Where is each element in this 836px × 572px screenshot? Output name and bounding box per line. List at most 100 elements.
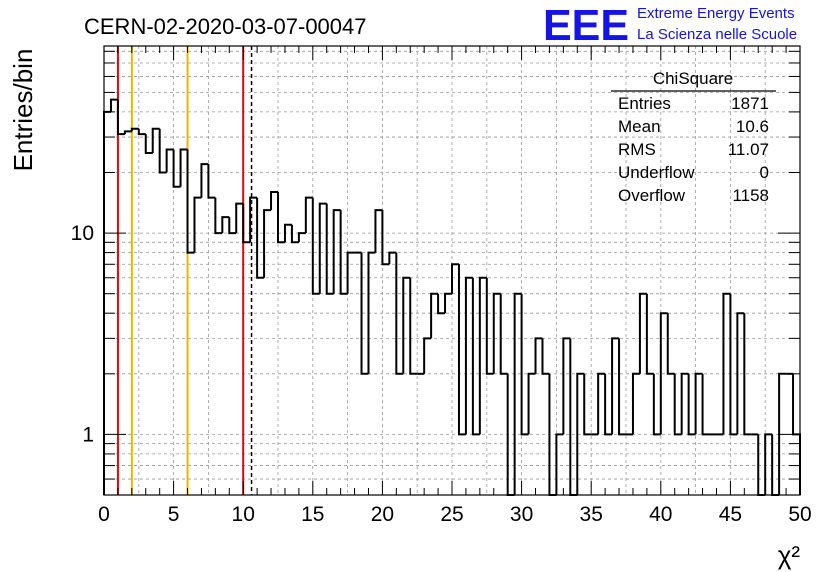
histogram-bin (471, 277, 480, 436)
stats-row-value: 1158 (732, 186, 769, 205)
histogram-bin (402, 276, 411, 374)
histogram-bin (743, 313, 752, 436)
axis-ticks (103, 46, 801, 495)
histogram-bin (186, 149, 195, 254)
stats-row-label: Underflow (618, 163, 695, 182)
histogram-bin (729, 293, 738, 436)
histogram-bin (499, 293, 508, 375)
histogram-bin (638, 292, 647, 374)
histogram-bin (430, 292, 439, 339)
histogram-bin (694, 372, 703, 435)
histogram-bin (221, 216, 230, 234)
histogram-bin (451, 263, 459, 294)
stats-title: ChiSquare (653, 69, 733, 88)
stats-row-value: 11.07 (728, 140, 769, 159)
histogram-bin (680, 372, 689, 435)
stats-row-value: 10.6 (736, 117, 769, 136)
x-tick-label: 15 (301, 503, 324, 526)
histogram-bin (123, 130, 132, 135)
histogram-bin (207, 164, 216, 199)
histogram-bin (263, 209, 272, 278)
eee-logo-line1: Extreme Energy Events (637, 5, 795, 22)
histogram-bin (346, 251, 355, 294)
histogram-bin (283, 223, 292, 243)
histogram-bin (242, 203, 251, 244)
histogram-bin (151, 127, 160, 153)
histogram-bin (485, 277, 494, 375)
eee-logo-mark: EEE (543, 1, 629, 50)
histogram-bin (360, 252, 369, 375)
stats-row-label: Mean (618, 117, 661, 136)
histogram-bin (527, 372, 536, 435)
x-tick-label: 10 (232, 503, 255, 526)
histogram-bin (381, 210, 390, 266)
x-tick-label: 20 (371, 503, 394, 526)
histogram-bin (144, 134, 153, 154)
histogram-bin (179, 148, 188, 187)
histogram-bin (701, 373, 710, 436)
histogram-bin (193, 196, 202, 253)
histogram-bin (367, 251, 376, 374)
x-tick-label: 30 (510, 503, 533, 526)
histogram-bin (437, 293, 446, 315)
histogram-bin (214, 197, 223, 235)
histogram-bin (311, 197, 320, 295)
histogram-bin (597, 372, 606, 435)
x-tick-label: 50 (788, 503, 811, 526)
histogram-bin (339, 210, 348, 295)
histogram-bin (645, 293, 654, 375)
histogram-bin (659, 312, 668, 435)
histogram-bin (137, 128, 146, 136)
histogram-bin (444, 292, 452, 314)
y-tick-label: 10 (71, 222, 94, 245)
histogram-bin (764, 433, 773, 495)
histogram-bin (631, 372, 640, 435)
histogram-bin (325, 203, 334, 295)
x-tick-labels: 0 5 10 15 20 25 30 35 40 45 50 (98, 503, 812, 526)
histogram-bin (555, 433, 564, 495)
histogram-bin (778, 372, 787, 495)
stats-row-label: Overflow (618, 186, 686, 205)
histogram-bin (583, 373, 592, 436)
histogram-bin (388, 251, 397, 265)
x-axis-label: χ² (778, 540, 801, 570)
histogram-bin (235, 202, 244, 234)
histogram-bin (687, 373, 696, 436)
histogram-bin (256, 197, 265, 279)
histogram-bin (395, 252, 404, 375)
histogram-bin (409, 277, 418, 375)
histogram-bin (652, 373, 661, 436)
histogram-bin (172, 149, 181, 188)
x-tick-label: 35 (580, 503, 603, 526)
stats-row-label: RMS (618, 140, 656, 159)
histogram-bin (478, 276, 487, 435)
eee-logo-line2: La Scienza nelle Scuole (637, 26, 797, 43)
histogram-bin (534, 337, 543, 374)
x-tick-label: 40 (649, 503, 672, 526)
stats-row-label: Entries (618, 94, 671, 113)
histogram-bin (541, 338, 550, 375)
y-axis-label: Entries/bin (8, 49, 38, 172)
statistics-box: ChiSquare Entries 1871 Mean 10.6 RMS 11.07 Und… (611, 69, 776, 205)
histogram-bin (318, 202, 327, 294)
histogram-bin (165, 148, 174, 173)
histogram-bin (130, 127, 139, 132)
histogram-bin (457, 264, 466, 436)
histogram-bin (464, 276, 473, 435)
histogram-bin (158, 128, 167, 174)
histogram-bin (520, 293, 529, 436)
y-tick-labels: 1 10 (71, 222, 94, 446)
histogram-bin (304, 196, 313, 234)
histogram-bin (109, 98, 118, 112)
y-tick-label: 1 (82, 423, 94, 446)
histogram-bin (270, 191, 278, 211)
x-tick-label: 5 (168, 503, 180, 526)
histogram-bin (249, 196, 258, 243)
chart-title: CERN-02-2020-03-07-00047 (84, 14, 367, 39)
histogram-bin (290, 224, 299, 244)
stats-row-value: 1871 (731, 94, 769, 113)
histogram-bin (611, 337, 620, 435)
reference-lines (116, 46, 253, 495)
